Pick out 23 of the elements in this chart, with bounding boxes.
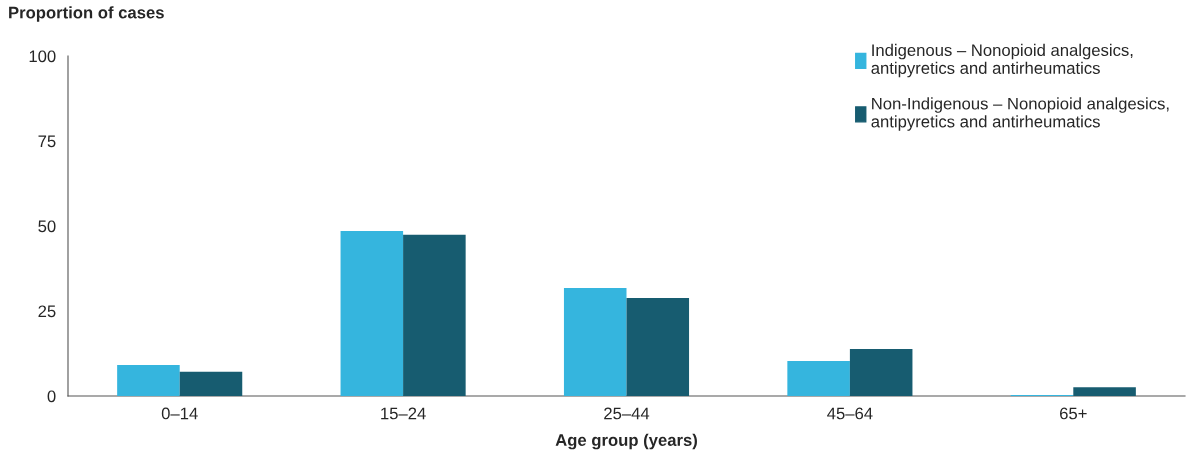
x-tick-label: 15–24	[381, 407, 426, 420]
x-axis-title: Age group (years)	[555, 433, 697, 450]
legend-label: Non-Indigenous – Nonopioid analgesics, antipyretics and antirheumatics	[871, 97, 1169, 131]
y-axis-title: Proportion of cases	[9, 6, 164, 22]
bar	[563, 287, 627, 396]
bar	[1073, 387, 1136, 396]
x-tick-label: 0–14	[161, 407, 198, 420]
bar	[849, 349, 913, 396]
x-tick-label: 65+	[1060, 407, 1087, 420]
y-tick-label: 25	[38, 305, 56, 318]
x-tick-label: 45–64	[827, 407, 873, 420]
legend-label: Indigenous – Nonopioid analgesics, antipyretics and antirheumatics	[871, 43, 1133, 78]
y-tick-label: 0	[47, 390, 56, 403]
bar	[787, 360, 850, 396]
bar	[340, 231, 404, 396]
bar	[179, 371, 243, 396]
bar	[117, 365, 180, 396]
x-tick-label: 25–44	[604, 407, 650, 420]
bar	[626, 298, 690, 396]
bar	[403, 234, 466, 396]
y-tick-label: 75	[38, 135, 56, 148]
y-tick-label: 100	[29, 50, 56, 63]
y-tick-label: 50	[38, 220, 56, 233]
